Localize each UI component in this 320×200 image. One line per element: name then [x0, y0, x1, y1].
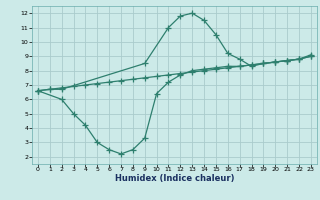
X-axis label: Humidex (Indice chaleur): Humidex (Indice chaleur): [115, 174, 234, 183]
